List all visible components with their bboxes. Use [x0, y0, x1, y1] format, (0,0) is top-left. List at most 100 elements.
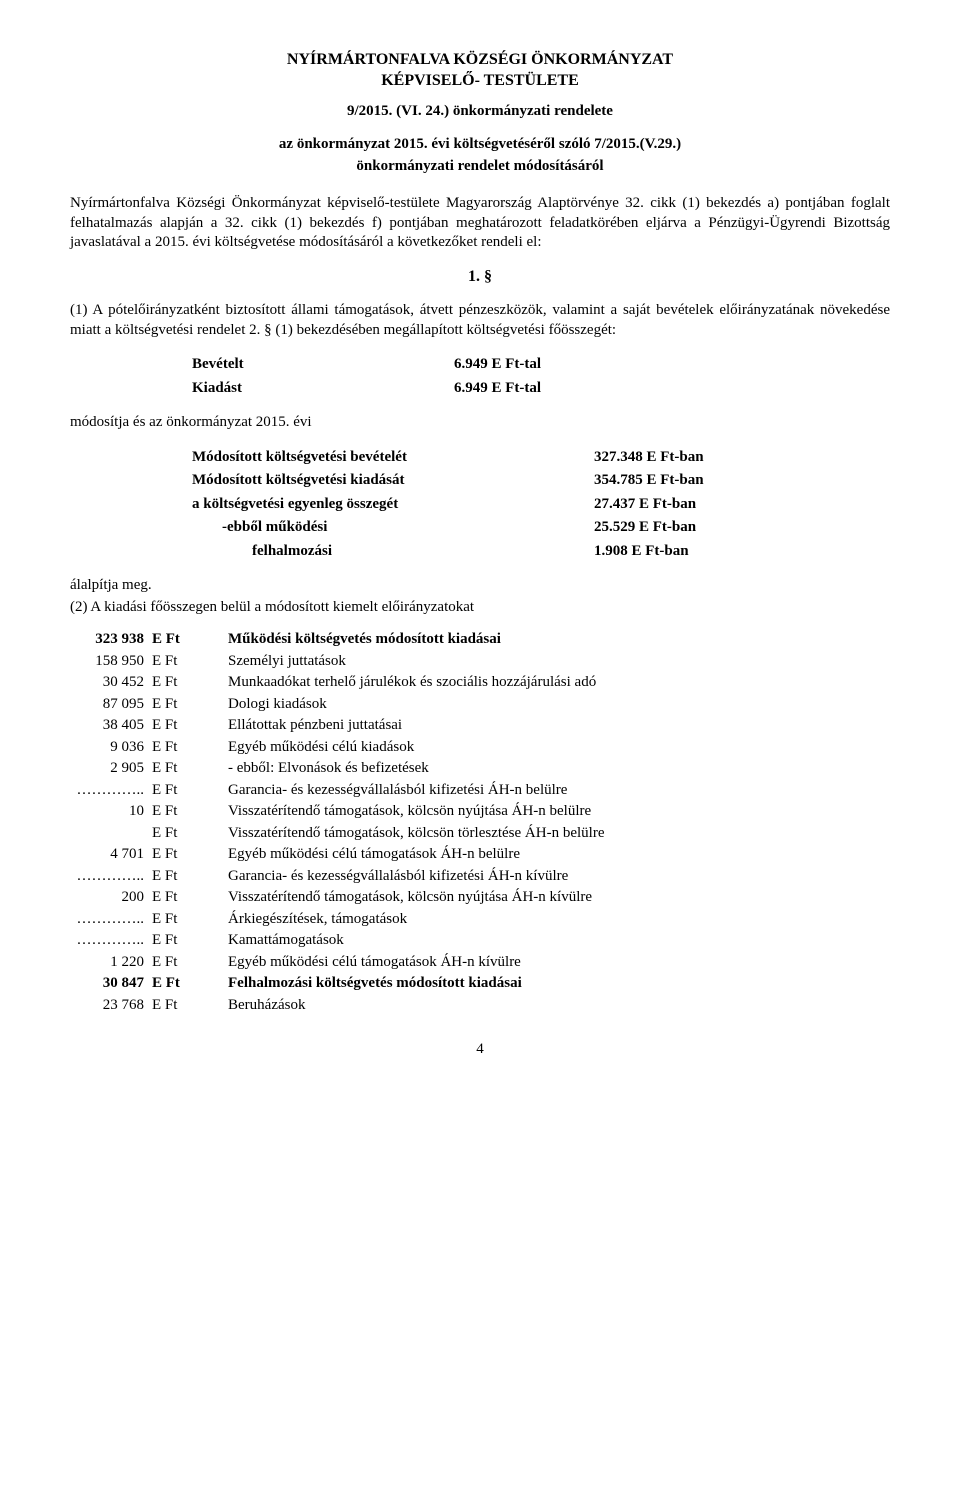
expense-unit: E Ft [148, 952, 198, 974]
expense-amount: ………….. [70, 909, 148, 931]
expense-description: Visszatérítendő támogatások, kölcsön nyú… [198, 801, 609, 823]
summary-label: Módosított költségvetési kiadását [192, 470, 592, 492]
expense-row: …………..E FtÁrkiegészítések, támogatások [70, 909, 609, 931]
expense-unit: E Ft [148, 629, 198, 651]
expense-description: Egyéb működési célú kiadások [198, 737, 609, 759]
expense-row: …………..E FtKamattámogatások [70, 930, 609, 952]
about-line-1: az önkormányzat 2015. évi költségvetésér… [70, 135, 890, 155]
page-number: 4 [70, 1040, 890, 1060]
expense-label: Kiadást [192, 378, 452, 400]
expense-unit: E Ft [148, 801, 198, 823]
expense-description: Felhalmozási költségvetés módosított kia… [198, 973, 609, 995]
expense-unit: E Ft [148, 737, 198, 759]
expense-amount: 10 [70, 801, 148, 823]
expense-amount: 158 950 [70, 651, 148, 673]
expense-amount: ………….. [70, 866, 148, 888]
expense-row: 87 095E FtDologi kiadások [70, 694, 609, 716]
summary-value: 354.785 E Ft-ban [594, 470, 744, 492]
org-title-2: KÉPVISELŐ- TESTÜLETE [70, 71, 890, 92]
expense-description: Dologi kiadások [198, 694, 609, 716]
paragraph-1: (1) A pótelőirányzatként biztosított áll… [70, 301, 890, 340]
expense-description: Személyi juttatások [198, 651, 609, 673]
regulation-number: 9/2015. (VI. 24.) önkormányzati rendelet… [70, 102, 890, 122]
expense-row: 23 768E FtBeruházások [70, 995, 609, 1017]
expense-row: 200E FtVisszatérítendő támogatások, kölc… [70, 887, 609, 909]
expense-amount: ………….. [70, 930, 148, 952]
summary-row: -ebből működési25.529 E Ft-ban [192, 517, 744, 539]
expense-amount: 200 [70, 887, 148, 909]
about-line-2: önkormányzati rendelet módosításáról [70, 157, 890, 177]
expense-description: Egyéb működési célú támogatások ÁH-n bel… [198, 844, 609, 866]
section-number: 1. § [70, 267, 890, 288]
summary-value: 1.908 E Ft-ban [594, 541, 744, 563]
expense-description: Ellátottak pénzbeni juttatásai [198, 715, 609, 737]
amount-table: Bevételt 6.949 E Ft-tal Kiadást 6.949 E … [190, 352, 543, 401]
expense-amount: 87 095 [70, 694, 148, 716]
modification-line: módosítja és az önkormányzat 2015. évi [70, 413, 890, 433]
summary-label: Módosított költségvetési bevételét [192, 447, 592, 469]
expense-row: 4 701E FtEgyéb működési célú támogatások… [70, 844, 609, 866]
expense-description: - ebből: Elvonások és befizetések [198, 758, 609, 780]
expense-unit: E Ft [148, 866, 198, 888]
expense-description: Visszatérítendő támogatások, kölcsön tör… [198, 823, 609, 845]
summary-table: Módosított költségvetési bevételét327.34… [190, 445, 746, 565]
expense-row: …………..E FtGarancia- és kezességvállalásb… [70, 780, 609, 802]
expense-unit: E Ft [148, 930, 198, 952]
expense-unit: E Ft [148, 844, 198, 866]
expense-amount: 30 847 [70, 973, 148, 995]
expense-row: 323 938E FtMűködési költségvetés módosít… [70, 629, 609, 651]
paragraph-2-intro: (2) A kiadási főösszegen belül a módosít… [70, 598, 890, 618]
expense-row: …………..E FtGarancia- és kezességvállalásb… [70, 866, 609, 888]
expense-row: 30 452E FtMunkaadókat terhelő járulékok … [70, 672, 609, 694]
revenue-label: Bevételt [192, 354, 452, 376]
expense-description: Beruházások [198, 995, 609, 1017]
expense-description: Működési költségvetés módosított kiadása… [198, 629, 609, 651]
expense-unit: E Ft [148, 909, 198, 931]
expense-row: E FtVisszatérítendő támogatások, kölcsön… [70, 823, 609, 845]
expense-unit: E Ft [148, 715, 198, 737]
expense-amount: 4 701 [70, 844, 148, 866]
expense-row: 2 905E Ft- ebből: Elvonások és befizetés… [70, 758, 609, 780]
expense-amount: 9 036 [70, 737, 148, 759]
expense-description: Kamattámogatások [198, 930, 609, 952]
expense-unit: E Ft [148, 995, 198, 1017]
expense-row: 9 036E FtEgyéb működési célú kiadások [70, 737, 609, 759]
expense-amount: 1 220 [70, 952, 148, 974]
finalize-line: álalpítja meg. [70, 576, 890, 596]
expense-value: 6.949 E Ft-tal [454, 378, 541, 400]
expense-amount: 38 405 [70, 715, 148, 737]
expense-row: 30 847E FtFelhalmozási költségvetés módo… [70, 973, 609, 995]
expense-amount: 2 905 [70, 758, 148, 780]
summary-row: Módosított költségvetési bevételét327.34… [192, 447, 744, 469]
summary-label: felhalmozási [192, 541, 592, 563]
expense-amount [70, 823, 148, 845]
expense-breakdown-table: 323 938E FtMűködési költségvetés módosít… [70, 629, 609, 1016]
expense-description: Árkiegészítések, támogatások [198, 909, 609, 931]
expense-description: Munkaadókat terhelő járulékok és szociál… [198, 672, 609, 694]
expense-description: Garancia- és kezességvállalásból kifizet… [198, 780, 609, 802]
expense-row: Kiadást 6.949 E Ft-tal [192, 378, 541, 400]
expense-description: Egyéb működési célú támogatások ÁH-n kív… [198, 952, 609, 974]
expense-amount: ………….. [70, 780, 148, 802]
expense-amount: 323 938 [70, 629, 148, 651]
expense-row: 38 405E FtEllátottak pénzbeni juttatásai [70, 715, 609, 737]
summary-value: 327.348 E Ft-ban [594, 447, 744, 469]
summary-value: 25.529 E Ft-ban [594, 517, 744, 539]
expense-unit: E Ft [148, 651, 198, 673]
expense-unit: E Ft [148, 973, 198, 995]
summary-label: a költségvetési egyenleg összegét [192, 494, 592, 516]
expense-unit: E Ft [148, 823, 198, 845]
expense-unit: E Ft [148, 672, 198, 694]
summary-row: a költségvetési egyenleg összegét27.437 … [192, 494, 744, 516]
summary-row: Módosított költségvetési kiadását354.785… [192, 470, 744, 492]
preamble-text: Nyírmártonfalva Községi Önkormányzat kép… [70, 194, 890, 253]
expense-description: Garancia- és kezességvállalásból kifizet… [198, 866, 609, 888]
expense-unit: E Ft [148, 780, 198, 802]
expense-amount: 23 768 [70, 995, 148, 1017]
revenue-value: 6.949 E Ft-tal [454, 354, 541, 376]
expense-row: 10E FtVisszatérítendő támogatások, kölcs… [70, 801, 609, 823]
org-title-1: NYÍRMÁRTONFALVA KÖZSÉGI ÖNKORMÁNYZAT [70, 50, 890, 71]
expense-unit: E Ft [148, 887, 198, 909]
expense-row: 1 220E FtEgyéb működési célú támogatások… [70, 952, 609, 974]
expense-description: Visszatérítendő támogatások, kölcsön nyú… [198, 887, 609, 909]
